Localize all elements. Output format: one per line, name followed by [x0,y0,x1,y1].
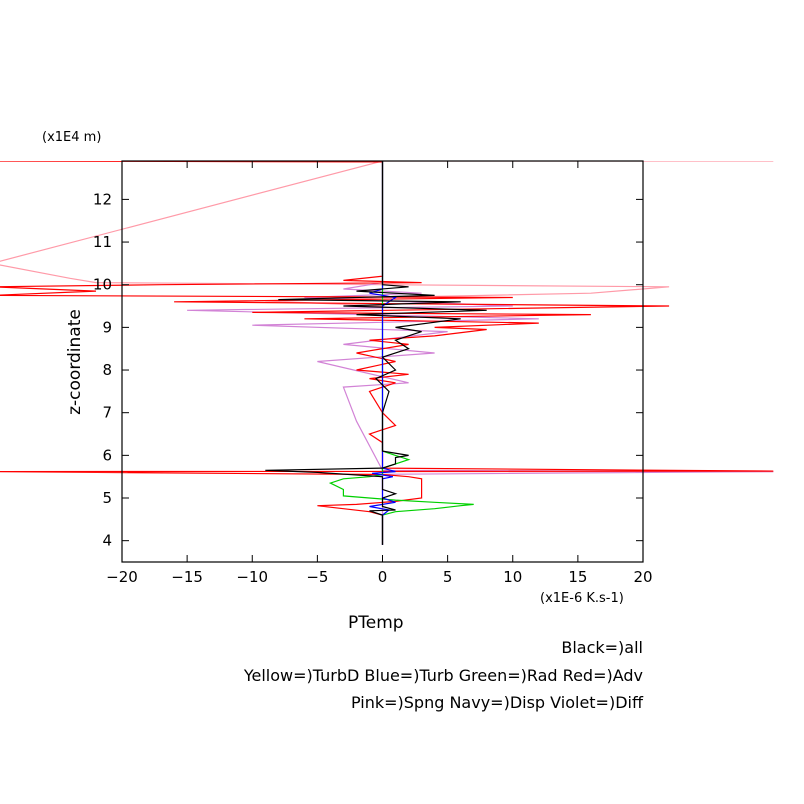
y-tick-label: 8 [102,361,112,379]
x-unit-label: (x1E-6 K.s-1) [540,591,624,606]
series-line-violet [187,161,774,545]
y-unit-label: (x1E4 m) [42,130,101,145]
x-tick-label: 5 [443,568,453,586]
axis-layer: −20 −15 −10 −5 0 5 10 15 20 4 5 6 7 8 9 10 11 12 [93,161,653,586]
x-tick-label: 15 [568,568,587,586]
x-tick-label: 20 [633,568,652,586]
x-tick-label: 10 [503,568,522,586]
y-tick-label: 11 [93,233,112,251]
series-line-black [265,161,487,545]
y-tick-label: 6 [102,446,112,464]
y-tick-label: 10 [93,276,112,294]
y-tick-label: 5 [102,489,112,507]
series-line-green [328,161,474,545]
x-tick-label: −10 [236,568,268,586]
legend-line-all: Black=)all [561,638,643,657]
legend-line-turbd-turb-rad-adv: Yellow=)TurbD Blue=)Turb Green=)Rad Red=… [243,666,643,685]
y-tick-label: 7 [102,404,112,422]
x-tick-label: −15 [171,568,203,586]
y-tick-label: 12 [93,190,112,208]
x-axis-label: PTemp [348,613,404,633]
x-tick-label: −20 [106,568,138,586]
series-line-blue [369,161,398,545]
legend-line-spng-disp-diff: Pink=)Spng Navy=)Disp Violet=)Diff [351,693,644,712]
series-line-red [0,161,774,545]
series-layer [0,161,774,545]
y-tick-label: 9 [102,318,112,336]
x-tick-label: 0 [378,568,388,586]
y-axis-label: z-coordinate [65,309,85,415]
y-tick-label: 4 [102,532,112,550]
series-line-pink [0,161,774,545]
x-tick-label: −5 [306,568,328,586]
